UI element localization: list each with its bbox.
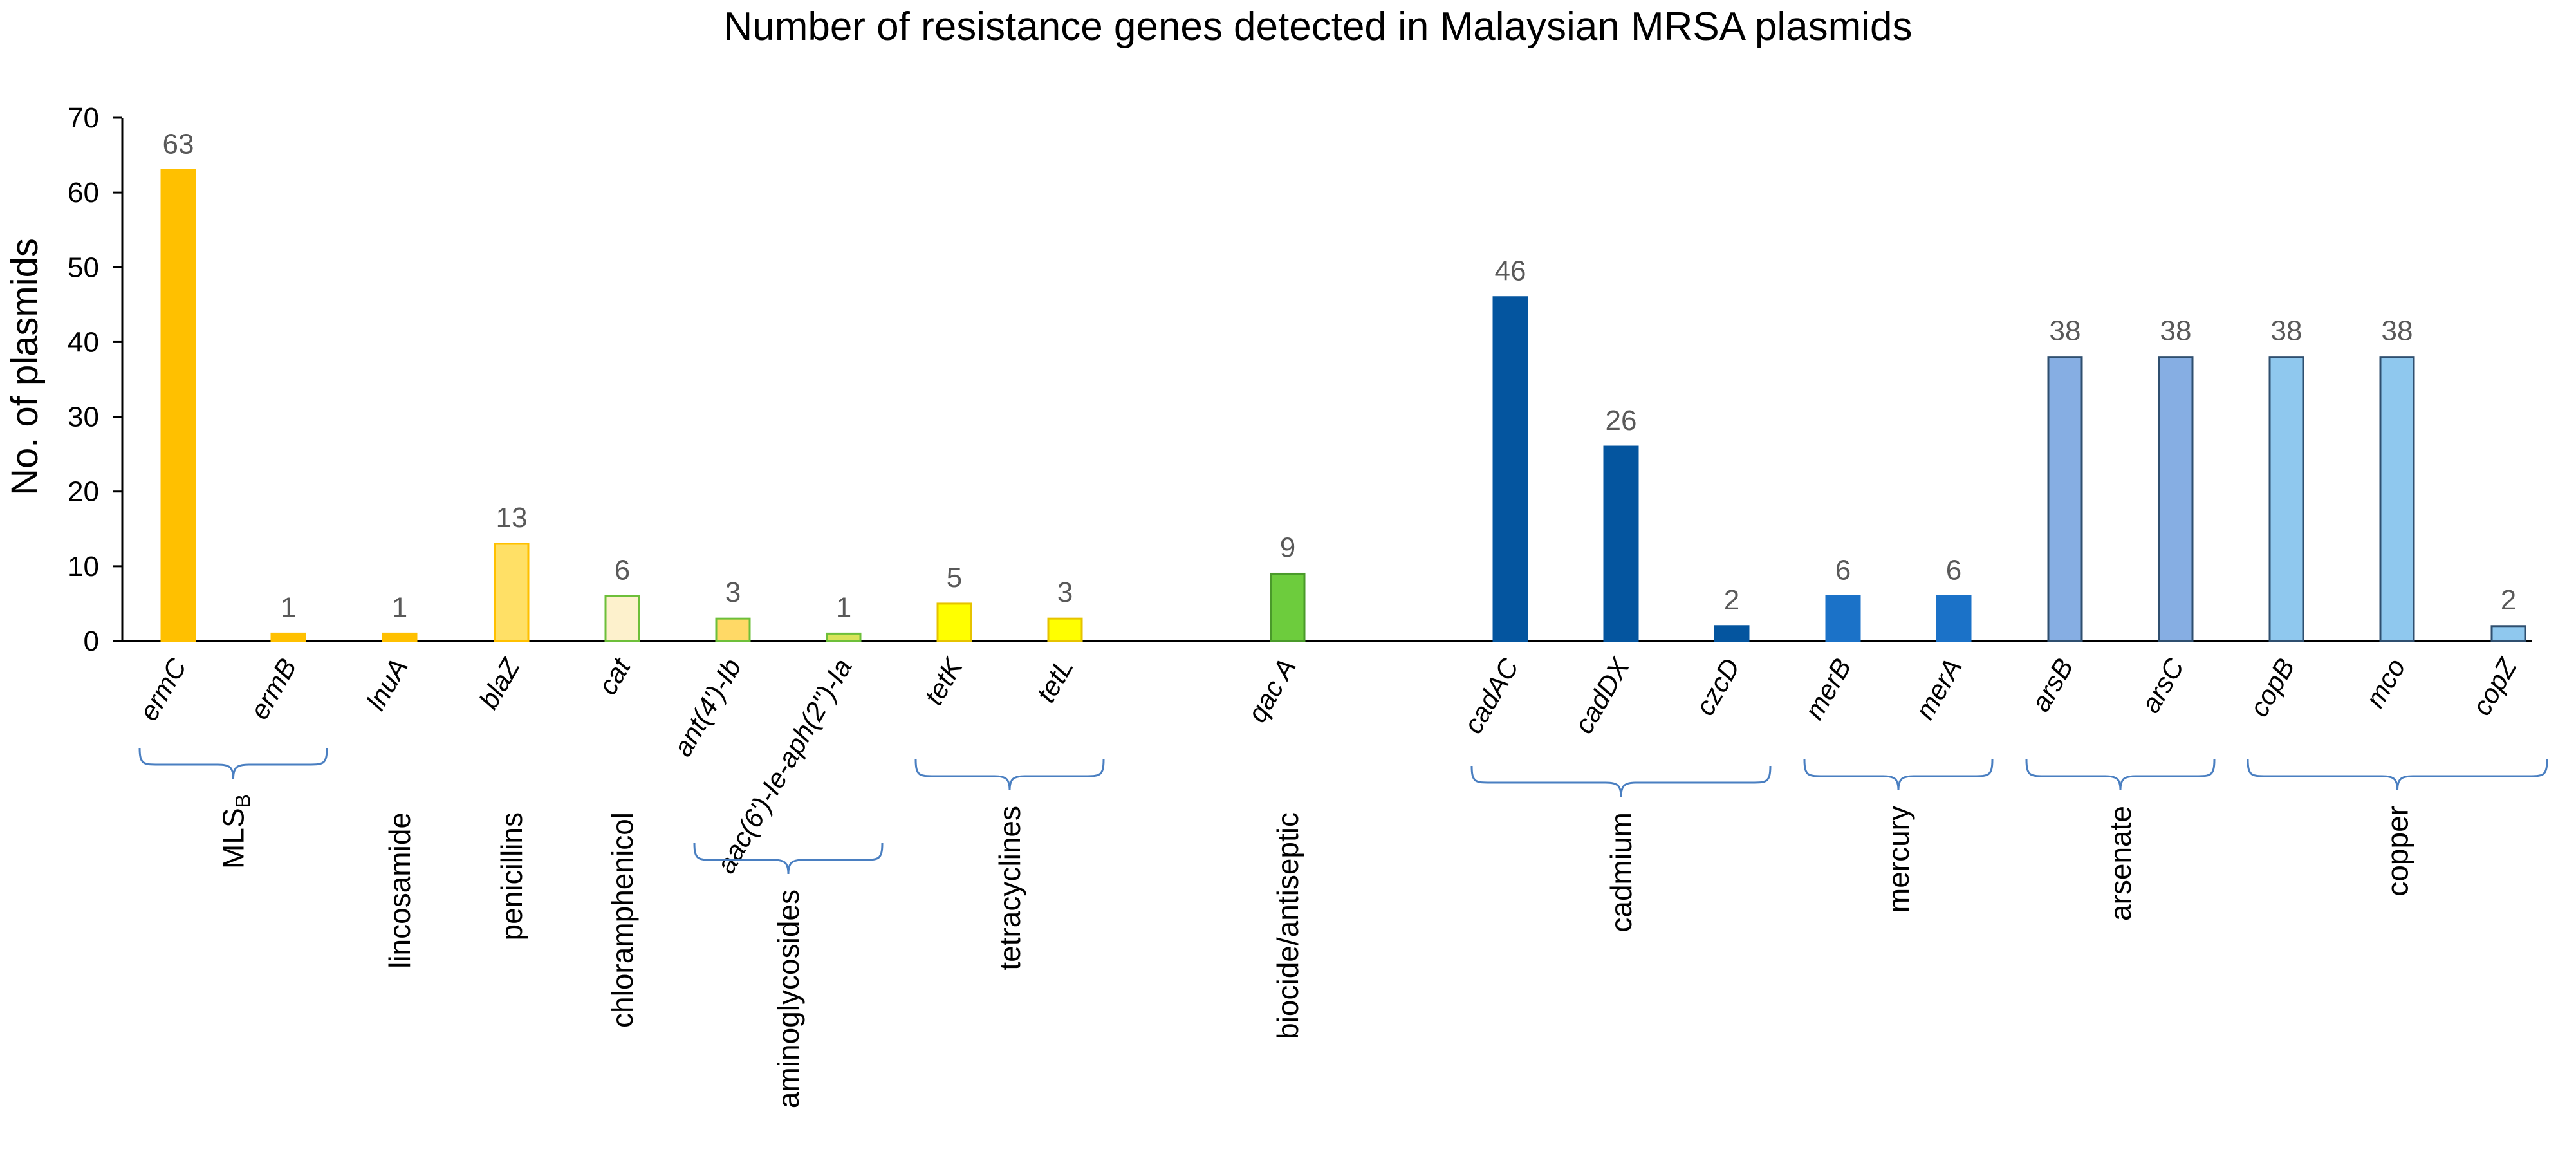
bar-value-label: 6 <box>1835 554 1851 586</box>
x-tick-label: copZ <box>2466 653 2523 721</box>
x-tick-label: qac A <box>1241 653 1302 727</box>
bar-value-label: 9 <box>1280 532 1295 563</box>
y-tick-label: 60 <box>68 177 99 209</box>
bar-value-label: 63 <box>163 128 194 160</box>
bar-cadAC <box>1492 296 1528 642</box>
bar-cat <box>604 595 640 642</box>
group-label: tetracyclines <box>993 806 1026 971</box>
bar-value-label: 2 <box>1724 584 1739 616</box>
category-groups: MLSB lincosamide penicillins chloramphenico… <box>138 747 2548 1108</box>
group-label: MLSB <box>217 794 255 869</box>
bar-value-label: 46 <box>1495 256 1526 287</box>
y-tick-label: 30 <box>68 402 99 433</box>
bar-qac-A <box>1270 572 1306 642</box>
x-tick-label: cat <box>592 652 637 700</box>
x-tick-label: czcD <box>1689 653 1745 720</box>
y-tick-label: 40 <box>68 326 99 358</box>
group-brace <box>693 842 884 875</box>
x-tick-label: blaZ <box>473 653 526 714</box>
bar-aac-6-Ie-aph-2-Ia <box>826 632 862 642</box>
bar-value-label: 5 <box>947 562 962 593</box>
chart-title: Number of resistance genes detected in M… <box>723 5 1912 49</box>
bar-value-label: 13 <box>496 502 528 534</box>
bar-value-label: 38 <box>2271 315 2303 347</box>
y-tick-label: 70 <box>68 102 99 134</box>
group-label: penicillins <box>495 812 528 940</box>
group-label: mercury <box>1882 806 1915 913</box>
bar-lnuA <box>382 632 418 642</box>
bars-group: 63ermC1ermB1lnuA13blaZ6cat3ant(4')-Ib1aa… <box>133 128 2526 879</box>
group-brace <box>2025 759 2216 791</box>
bar-ermB <box>270 632 306 642</box>
x-tick-label: cadAC <box>1458 653 1524 738</box>
bar-mco <box>2379 356 2415 642</box>
x-tick-label: arsC <box>2135 653 2190 718</box>
bar-value-label: 6 <box>1946 554 1961 586</box>
x-tick-label: merB <box>1799 653 1857 724</box>
x-tick-label: lnuA <box>360 653 414 715</box>
bar-copZ <box>2490 625 2526 642</box>
group-brace <box>914 759 1105 791</box>
bar-tetL <box>1047 617 1083 642</box>
group-label: arsenate <box>2104 806 2137 921</box>
x-tick-label: tetL <box>1030 653 1079 707</box>
y-tick-label: 10 <box>68 551 99 582</box>
bar-value-label: 26 <box>1606 405 1637 436</box>
x-tick-label: arsB <box>2025 653 2079 716</box>
bar-ant-4-Ib <box>715 617 751 642</box>
bar-arsC <box>2158 356 2194 642</box>
group-label-subscript: B <box>232 794 255 808</box>
y-axis-label: No. of plasmids <box>4 238 46 496</box>
x-tick-label: copB <box>2243 653 2301 721</box>
bar-tetK <box>936 602 972 642</box>
group-brace <box>1803 759 1994 791</box>
y-tick-label: 20 <box>68 476 99 508</box>
group-label: cadmium <box>1604 812 1638 933</box>
bar-merB <box>1825 595 1861 642</box>
bar-arsB <box>2047 356 2083 642</box>
bar-cadDX <box>1603 445 1639 642</box>
x-tick-label: merA <box>1909 653 1968 724</box>
x-tick-label: cadDX <box>1568 652 1636 738</box>
group-brace <box>138 747 328 779</box>
group-label: aminoglycosides <box>772 889 805 1108</box>
x-tick-label: ant(4')-Ib <box>667 653 747 761</box>
x-tick-label: ermB <box>244 653 302 724</box>
bar-blaZ <box>494 543 530 642</box>
bar-value-label: 1 <box>392 591 407 623</box>
group-label: chloramphenicol <box>606 812 639 1028</box>
bar-value-label: 3 <box>1057 577 1073 608</box>
bar-copB <box>2268 356 2304 642</box>
bar-value-label: 3 <box>725 577 741 608</box>
bar-czcD <box>1714 625 1750 642</box>
bar-ermC <box>160 169 196 642</box>
group-label: copper <box>2381 806 2414 897</box>
bar-value-label: 6 <box>615 554 630 586</box>
bar-value-label: 2 <box>2501 584 2516 616</box>
group-brace <box>1470 765 1772 797</box>
bar-value-label: 38 <box>2160 315 2192 347</box>
y-tick-label: 0 <box>84 626 99 657</box>
bar-value-label: 38 <box>2050 315 2081 347</box>
group-label: biocide/antiseptic <box>1271 812 1304 1039</box>
x-tick-label: ermC <box>133 653 192 725</box>
group-label: lincosamide <box>383 812 416 969</box>
bar-value-label: 38 <box>2382 315 2413 347</box>
x-tick-label: tetK <box>918 652 969 710</box>
group-brace <box>2247 759 2548 791</box>
bar-value-label: 1 <box>836 591 851 623</box>
bar-value-label: 1 <box>281 591 296 623</box>
y-tick-label: 50 <box>68 252 99 283</box>
x-tick-label: mco <box>2359 653 2411 712</box>
bar-merA <box>1936 595 1972 642</box>
